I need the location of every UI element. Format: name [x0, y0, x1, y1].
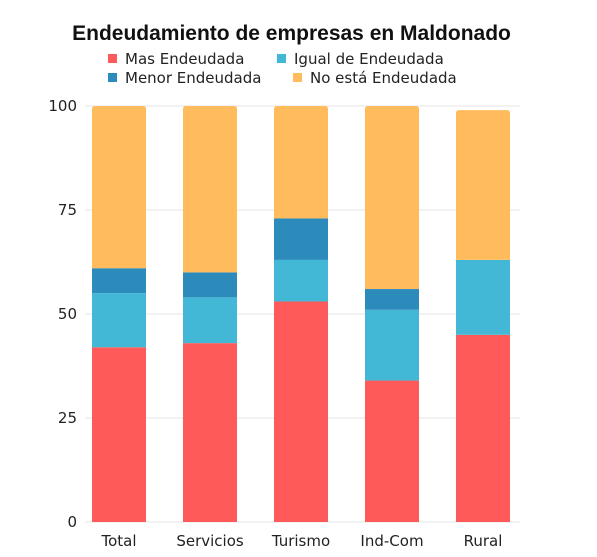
legend-swatch-no-esta-endeudada — [293, 73, 302, 82]
x-tick-label-servicios: Servicios — [176, 532, 244, 550]
y-tick-label-75: 75 — [58, 201, 77, 219]
bar-rural-mas-endeudada — [456, 334, 510, 522]
legend-swatch-menor-endeudada — [108, 73, 117, 82]
bar-ind-com-igual-de-endeudada — [365, 309, 419, 381]
bar-servicios-menor-endeudada — [183, 272, 237, 298]
y-tick-label-50: 50 — [58, 305, 77, 323]
legend-swatch-igual-de-endeudada — [277, 54, 286, 63]
legend-swatch-mas-endeudada — [108, 54, 117, 63]
bars — [92, 106, 510, 522]
bar-ind-com-menor-endeudada — [365, 289, 419, 310]
y-tick-label-100: 100 — [48, 97, 77, 115]
bar-total-menor-endeudada — [92, 268, 146, 294]
bar-ind-com-no-esta-endeudada — [365, 106, 419, 290]
legend-label-menor-endeudada: Menor Endeudada — [125, 69, 262, 87]
bar-total-igual-de-endeudada — [92, 293, 146, 348]
chart-title: Endeudamiento de empresas en Maldonado — [72, 22, 511, 45]
x-tick-label-rural: Rural — [464, 532, 503, 550]
x-axis-ticks: Total Servicios Turismo Ind-Com Rural — [100, 532, 502, 550]
bar-rural-no-esta-endeudada — [456, 110, 510, 260]
x-tick-label-total: Total — [100, 532, 136, 550]
legend-label-no-esta-endeudada: No está Endeudada — [310, 69, 457, 87]
bar-total-mas-endeudada — [92, 347, 146, 522]
y-tick-label-0: 0 — [67, 513, 77, 531]
bar-turismo-menor-endeudada — [274, 218, 328, 260]
bar-turismo-mas-endeudada — [274, 301, 328, 522]
legend-label-mas-endeudada: Mas Endeudada — [125, 50, 245, 68]
bar-servicios-no-esta-endeudada — [183, 106, 237, 273]
y-axis-ticks: 0 25 50 75 100 — [48, 97, 77, 531]
legend-item-igual-de-endeudada: Igual de Endeudada — [277, 50, 444, 68]
legend-item-no-esta-endeudada: No está Endeudada — [293, 69, 457, 87]
bar-turismo-igual-de-endeudada — [274, 259, 328, 302]
x-tick-label-turismo: Turismo — [271, 532, 330, 550]
legend-item-mas-endeudada: Mas Endeudada — [108, 50, 244, 68]
legend-label-igual-de-endeudada: Igual de Endeudada — [294, 50, 444, 68]
bar-rural-igual-de-endeudada — [456, 259, 510, 335]
bar-ind-com-mas-endeudada — [365, 380, 419, 522]
y-tick-label-25: 25 — [58, 409, 77, 427]
bar-servicios-igual-de-endeudada — [183, 297, 237, 344]
bar-total-no-esta-endeudada — [92, 106, 146, 269]
bar-servicios-mas-endeudada — [183, 343, 237, 522]
legend-item-menor-endeudada: Menor Endeudada — [108, 69, 261, 87]
bar-turismo-no-esta-endeudada — [274, 106, 328, 219]
x-tick-label-ind-com: Ind-Com — [360, 532, 423, 550]
